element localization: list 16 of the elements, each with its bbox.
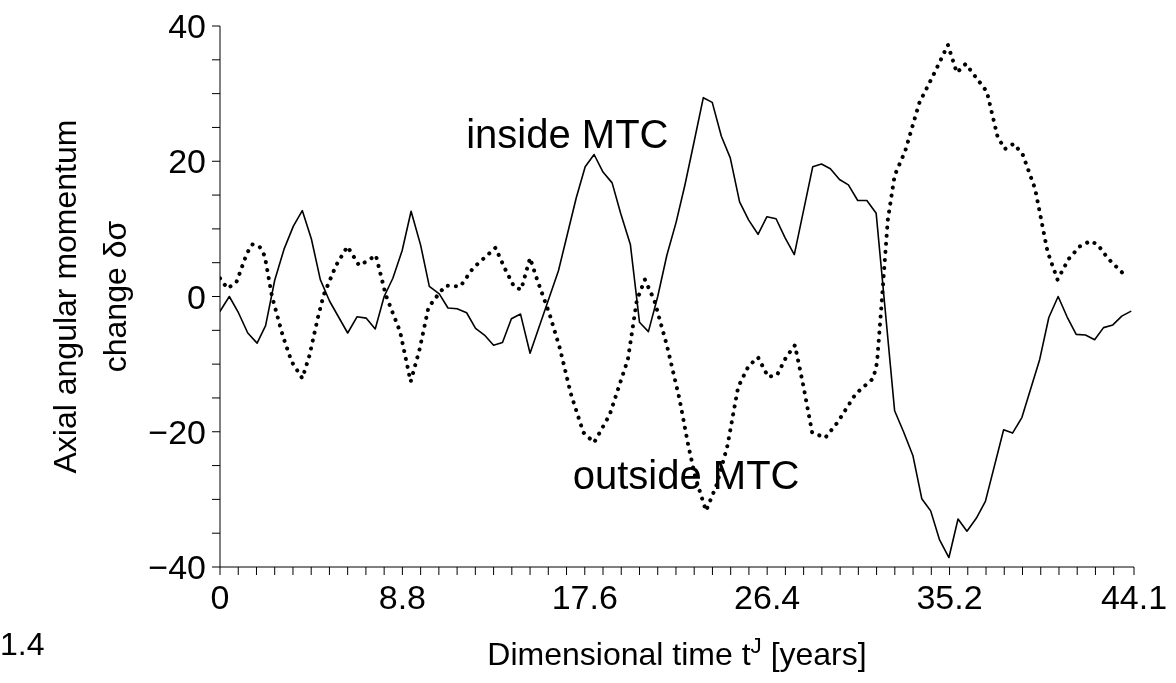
x-tick-label: 17.6	[551, 578, 618, 617]
x-axis-title: Dimensional time t$^{J}$ [years]	[487, 632, 867, 672]
series-label: inside MTC	[466, 112, 669, 157]
series-label: outside MTC	[572, 453, 800, 498]
text: 1.4	[0, 626, 45, 662]
x-tick-label: 8.8	[378, 578, 427, 617]
x-tick-label: 26.4	[734, 578, 801, 617]
y-tick-label: 20	[168, 142, 206, 181]
y-tick-label: −40	[148, 548, 206, 587]
y-tick-label: −20	[148, 412, 206, 451]
y-axis-title: Axial angular momentum change δσ	[47, 119, 133, 474]
y-tick-label: 40	[168, 7, 206, 46]
y-tick-label: 0	[187, 277, 206, 316]
x-tick-label: 35.2	[916, 578, 983, 617]
x-tick-label: 44.1	[1100, 578, 1168, 617]
x-tick-label: 0	[210, 578, 230, 617]
